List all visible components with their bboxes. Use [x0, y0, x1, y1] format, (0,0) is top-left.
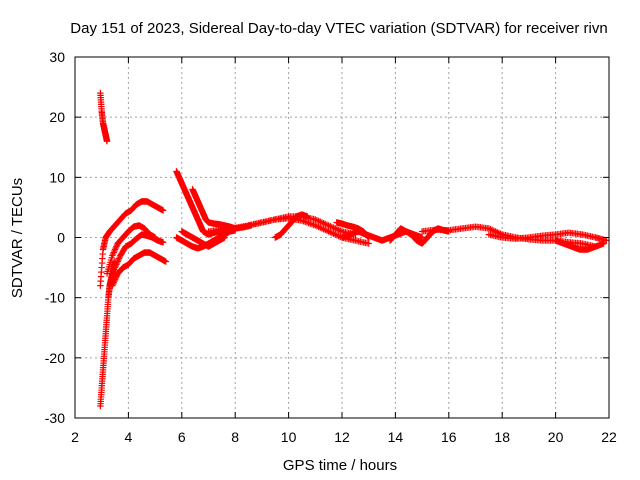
- x-tick-label: 22: [601, 429, 617, 445]
- x-tick-label: 12: [334, 429, 350, 445]
- tick-labels: 2 4 6 8 10 12 14 16 18 20 22 -30 -20 -10 0 10 20 30: [45, 49, 617, 445]
- y-axis-title: SDTVAR / TECUs: [9, 178, 26, 298]
- data-point: [111, 247, 118, 255]
- x-tick-label: 20: [548, 429, 564, 445]
- series-arc-high-early: [97, 89, 111, 145]
- x-tick-label: 10: [281, 429, 297, 445]
- x-tick-label: 18: [494, 429, 510, 445]
- axis-ticks: [74, 56, 610, 419]
- series-arc-mid-10b: [272, 211, 311, 241]
- data-point: [162, 258, 169, 265]
- data-point: [109, 250, 117, 258]
- data-point: [304, 213, 311, 220]
- x-tick-label: 14: [388, 429, 404, 445]
- x-tick-label: 2: [71, 429, 79, 445]
- data-point: [221, 234, 228, 241]
- y-tick-label: 10: [49, 169, 65, 185]
- data-point: [110, 249, 117, 256]
- x-tick-label: 6: [178, 429, 186, 445]
- chart-title: Day 151 of 2023, Sidereal Day-to-day VTE…: [70, 20, 607, 37]
- y-tick-label: 0: [57, 230, 65, 246]
- x-axis-title: GPS time / hours: [283, 457, 397, 474]
- data-point: [112, 244, 119, 252]
- data-point: [159, 207, 167, 214]
- data-point: [159, 239, 167, 246]
- series-arc-rise-2: [103, 222, 159, 277]
- data-point: [365, 240, 372, 247]
- data-point: [115, 255, 123, 262]
- series-arc-rise-4: [109, 249, 169, 289]
- data-point: [109, 252, 116, 259]
- series-arc-fall-low: [97, 258, 119, 410]
- data-point: [600, 240, 607, 247]
- x-tick-label: 4: [125, 429, 133, 445]
- data-point: [115, 256, 122, 264]
- data-point: [113, 243, 120, 250]
- x-tick-label: 16: [441, 429, 457, 445]
- y-tick-label: 30: [49, 49, 65, 65]
- series-arc-20: [552, 237, 607, 253]
- series-arc-mid-7: [178, 228, 228, 250]
- data-point: [111, 258, 119, 265]
- y-tick-label: -20: [45, 350, 65, 366]
- y-tick-label: -30: [45, 410, 65, 426]
- data-point: [111, 246, 119, 253]
- y-tick-label: 20: [49, 109, 65, 125]
- series-arc-drop-6: [189, 186, 239, 232]
- y-tick-label: -10: [45, 290, 65, 306]
- data-point: [103, 138, 111, 145]
- data-points: [97, 89, 610, 410]
- series-arc-rise-1: [97, 198, 167, 289]
- x-tick-label: 8: [231, 429, 239, 445]
